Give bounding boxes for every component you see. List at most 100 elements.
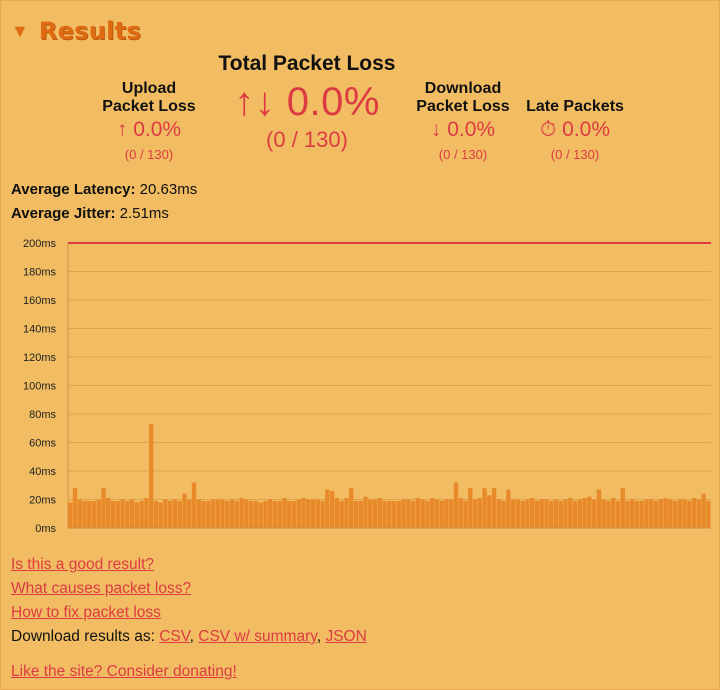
latency-bar [282, 498, 287, 528]
latency-bar [387, 500, 392, 528]
latency-bar [306, 499, 311, 528]
latency-bar [549, 500, 554, 528]
latency-bar [201, 500, 206, 528]
causes-link[interactable]: What causes packet loss? [11, 580, 192, 597]
latency-bar [263, 500, 268, 528]
upload-fraction: (0 / 130) [124, 147, 174, 162]
y-tick-label: 200ms [23, 238, 57, 250]
latency-bar [339, 500, 344, 528]
y-tick-label: 0ms [35, 523, 56, 535]
latency-bar [377, 498, 382, 528]
latency-bar [106, 498, 111, 528]
latency-bar [587, 496, 592, 528]
latency-bar [639, 500, 644, 528]
separator: , [189, 628, 199, 645]
latency-bar [701, 493, 706, 528]
jitter-value: 2.51ms [119, 205, 169, 222]
latency-bar [653, 500, 659, 528]
latency-bar [663, 498, 668, 528]
y-tick-label: 180ms [23, 267, 57, 279]
latency-bar [110, 500, 116, 528]
latency-bar [244, 499, 249, 528]
late-value: ⏱ 0.0% [539, 118, 611, 141]
latency-bar [682, 499, 687, 528]
latency-bar [353, 500, 359, 528]
latency-bar [153, 500, 159, 528]
download-packet-loss: Download Packet Loss ↓ 0.0% (0 / 130) [403, 80, 523, 162]
latency-bar [210, 499, 216, 528]
latency-bar [691, 498, 697, 528]
latency-bar [687, 500, 692, 528]
y-tick-label: 60ms [29, 438, 56, 450]
latency-bar [668, 499, 673, 528]
latency-bar [220, 499, 225, 528]
latency-bar [344, 498, 349, 528]
latency-bar [148, 423, 154, 528]
y-tick-label: 140ms [23, 324, 57, 336]
latency-bar [215, 499, 221, 528]
latency-bar [358, 500, 363, 528]
latency-bar [391, 500, 397, 528]
donate-link[interactable]: Like the site? Consider donating! [11, 663, 237, 680]
y-tick-label: 100ms [23, 381, 57, 393]
latency-bar [196, 499, 201, 528]
latency-bar [272, 500, 278, 528]
latency-bar [129, 499, 135, 528]
json-link[interactable]: JSON [325, 628, 367, 645]
latency-bar [572, 500, 578, 528]
latency-bar [501, 500, 506, 528]
latency-bar [248, 500, 254, 528]
latency-bar [706, 500, 711, 528]
average-latency: Average Latency: 20.63ms [11, 181, 197, 198]
latency-bar [406, 499, 411, 528]
latency-bar [115, 500, 120, 528]
latency-bar [530, 498, 535, 528]
latency-bar [544, 499, 549, 528]
latency-bar [634, 500, 640, 528]
fix-link[interactable]: How to fix packet loss [11, 604, 161, 621]
latency-bar [582, 498, 587, 528]
total-fraction: (0 / 130) [266, 127, 348, 152]
latency-bar [601, 499, 606, 528]
latency-bar [477, 498, 482, 528]
latency-bar [91, 500, 97, 528]
csv-link[interactable]: CSV [159, 628, 190, 645]
latency-bar [96, 499, 101, 528]
latency-bar [310, 499, 316, 528]
good-result-link[interactable]: Is this a good result? [11, 556, 155, 573]
latency-bar [515, 499, 521, 528]
latency-bar [168, 500, 173, 528]
latency-bar [315, 499, 321, 528]
latency-bar [182, 493, 187, 528]
latency-label: Average Latency: [11, 181, 136, 198]
latency-bar [449, 499, 454, 528]
latency-bar [644, 499, 649, 528]
latency-bar [420, 499, 425, 528]
latency-bar [672, 500, 678, 528]
latency-bar [349, 488, 354, 528]
latency-bar [234, 500, 240, 528]
latency-bar [301, 498, 306, 528]
latency-bar [649, 499, 654, 528]
upload-label-line1: Upload [121, 80, 177, 97]
upload-packet-loss: Upload Packet Loss ↑ 0.0% (0 / 130) [87, 80, 211, 162]
help-links: Is this a good result? What causes packe… [11, 553, 367, 649]
average-jitter: Average Jitter: 2.51ms [11, 205, 169, 222]
download-fraction: (0 / 130) [438, 147, 488, 162]
latency-bar [329, 490, 335, 528]
total-packet-loss: Total Packet Loss ↑↓ 0.0% (0 / 130) [197, 52, 417, 153]
download-value: ↓ 0.0% [430, 118, 496, 141]
latency-bar [453, 482, 459, 528]
csv-summary-link[interactable]: CSV w/ summary [198, 628, 317, 645]
download-label-line1: Download [424, 80, 502, 97]
latency-bar [677, 499, 683, 528]
latency-bar [225, 500, 230, 528]
latency-bar [134, 502, 140, 528]
latency-bar [591, 499, 597, 528]
latency-bar [658, 499, 663, 528]
latency-bar [534, 500, 540, 528]
results-toggle[interactable]: ▼ Results [11, 17, 141, 45]
latency-bar [615, 500, 621, 528]
triangle-down-icon: ▼ [11, 21, 29, 41]
